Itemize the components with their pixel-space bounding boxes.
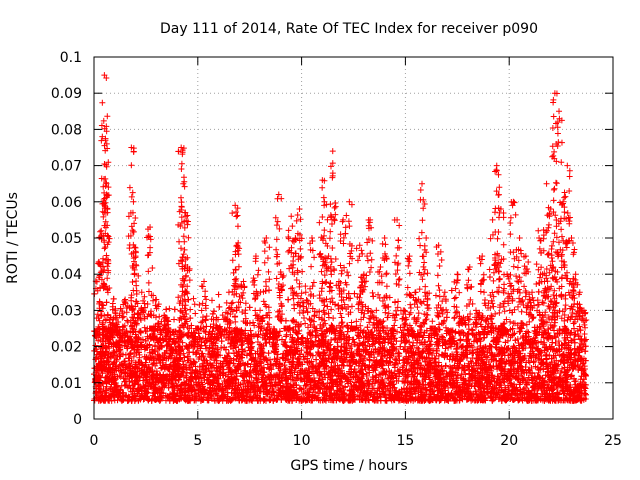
data-point: [381, 235, 388, 241]
data-point: [152, 343, 159, 350]
data-point: [541, 339, 548, 346]
chart-title: Day 111 of 2014, Rate Of TEC Index for r…: [160, 21, 538, 37]
data-point: [178, 144, 185, 151]
data-point: [561, 344, 568, 351]
data-point: [301, 356, 308, 363]
data-point: [240, 278, 247, 285]
data-point: [400, 378, 407, 385]
data-point: [446, 363, 453, 370]
data-point: [370, 332, 377, 339]
data-point: [429, 318, 436, 325]
data-point: [489, 216, 496, 223]
data-point: [179, 339, 186, 346]
data-point: [366, 363, 373, 370]
data-point: [501, 320, 508, 327]
data-point: [472, 307, 479, 314]
data-point: [260, 298, 267, 305]
data-point: [543, 180, 550, 187]
data-point: [431, 355, 438, 362]
data-point: [130, 198, 137, 205]
data-point: [547, 361, 554, 368]
data-point: [395, 360, 402, 367]
data-point: [451, 315, 458, 322]
data-point: [556, 108, 563, 115]
data-point: [427, 357, 434, 364]
data-point: [98, 227, 105, 234]
data-point: [190, 295, 197, 302]
data-point: [201, 278, 208, 285]
data-point: [220, 366, 227, 373]
data-point: [419, 180, 426, 187]
data-point: [138, 289, 145, 296]
data-point: [538, 338, 545, 345]
data-point: [192, 310, 199, 317]
data-point: [286, 359, 293, 366]
data-point: [447, 365, 454, 372]
data-point: [292, 364, 299, 371]
data-point: [516, 235, 523, 241]
data-point: [302, 289, 309, 296]
data-point: [130, 353, 137, 360]
data-point: [329, 148, 336, 155]
data-point: [331, 336, 338, 343]
data-point: [250, 319, 257, 326]
data-point: [266, 395, 273, 402]
data-point: [353, 318, 360, 325]
data-point: [198, 307, 205, 314]
data-point: [180, 350, 187, 357]
data-point: [248, 374, 255, 381]
data-point: [117, 373, 124, 380]
data-point: [400, 362, 407, 369]
data-point: [219, 312, 226, 319]
data-point: [302, 283, 309, 290]
data-point: [346, 198, 353, 205]
data-point: [497, 371, 504, 378]
data-point: [191, 301, 198, 308]
data-point: [484, 354, 491, 361]
data-point: [373, 307, 380, 314]
data-point: [350, 336, 357, 343]
data-point: [522, 384, 529, 391]
data-point: [494, 366, 501, 373]
data-point: [423, 235, 430, 241]
data-point: [356, 242, 363, 249]
data-point: [308, 235, 315, 241]
data-point: [404, 347, 411, 354]
data-point: [564, 162, 571, 169]
data-point: [535, 227, 542, 234]
data-points: [91, 72, 590, 404]
data-point: [206, 347, 213, 354]
data-point: [448, 343, 455, 350]
data-point: [225, 289, 232, 296]
data-point: [95, 337, 102, 344]
data-point: [508, 380, 515, 387]
data-point: [343, 306, 350, 313]
data-point: [196, 301, 203, 308]
data-point: [385, 310, 392, 317]
data-point: [263, 235, 270, 241]
data-point: [309, 305, 316, 312]
data-point: [166, 305, 173, 312]
data-point: [348, 319, 355, 326]
data-point: [288, 213, 295, 220]
data-point: [409, 368, 416, 375]
data-point: [395, 378, 402, 385]
data-point: [109, 300, 116, 307]
data-point: [140, 297, 147, 304]
data-point: [413, 344, 420, 351]
data-point: [177, 364, 184, 371]
data-point: [377, 263, 384, 270]
data-point: [581, 337, 588, 344]
data-point: [394, 328, 401, 335]
data-point: [149, 361, 156, 368]
data-point: [105, 358, 112, 365]
data-point: [155, 346, 162, 353]
data-point: [208, 297, 215, 304]
data-point: [572, 271, 579, 278]
data-point: [275, 191, 282, 198]
data-point: [441, 289, 448, 296]
data-point: [296, 206, 303, 213]
